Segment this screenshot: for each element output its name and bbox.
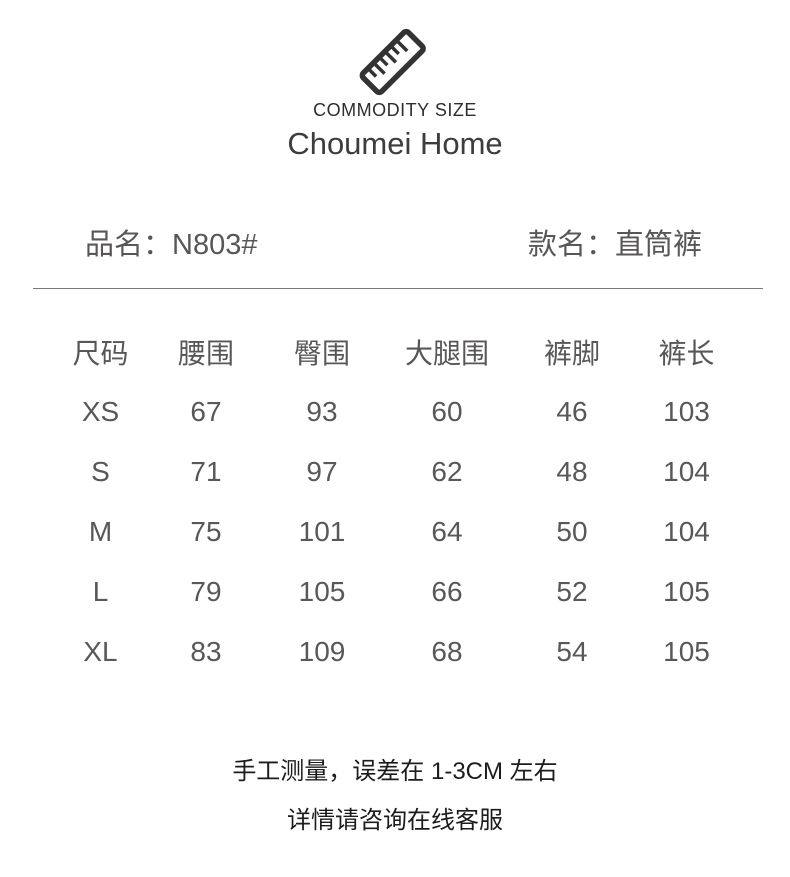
cell-size-m: M bbox=[88, 516, 113, 547]
cell-thigh-xs: 60 bbox=[431, 396, 463, 427]
cell-hip-xl: 109 bbox=[298, 636, 346, 667]
cell-leg-xs: 46 bbox=[556, 396, 588, 427]
service-note: 详情请咨询在线客服 bbox=[287, 807, 503, 834]
col-header-hip: 臀围 bbox=[293, 338, 350, 369]
product-title-row: 品名：N803# 款名：直筒裤 bbox=[0, 221, 790, 261]
cell-length-xs: 103 bbox=[663, 396, 710, 427]
measurement-note: 手工测量，误差在 1-3CM 左右 bbox=[232, 758, 558, 785]
col-header-waist: 腰围 bbox=[177, 338, 234, 369]
cell-thigh-l: 66 bbox=[431, 576, 463, 607]
cell-thigh-m: 64 bbox=[431, 516, 463, 547]
size-table: 尺码 腰围 臀围 大腿围 裤脚 裤长 XS 67 93 60 46 103 S … bbox=[50, 322, 740, 682]
cell-length-l: 105 bbox=[663, 576, 710, 607]
cell-hip-l: 105 bbox=[298, 576, 346, 607]
cell-size-s: S bbox=[91, 456, 110, 487]
cell-length-xl: 105 bbox=[663, 636, 710, 667]
cell-length-m: 104 bbox=[663, 516, 710, 547]
product-name: 品名：N803# bbox=[85, 221, 257, 263]
col-header-length: 裤长 bbox=[658, 338, 715, 369]
cell-size-xs: XS bbox=[81, 396, 120, 427]
col-header-size: 尺码 bbox=[72, 338, 129, 369]
cell-leg-m: 50 bbox=[556, 516, 588, 547]
product-name-value: N803# bbox=[172, 229, 258, 261]
style-name-label: 款名： bbox=[527, 229, 615, 261]
cell-thigh-xl: 68 bbox=[431, 636, 463, 667]
cell-size-l: L bbox=[92, 576, 109, 607]
cell-leg-s: 48 bbox=[556, 456, 588, 487]
cell-waist-m: 75 bbox=[190, 516, 222, 547]
cell-hip-m: 101 bbox=[298, 516, 346, 547]
cell-length-s: 104 bbox=[663, 456, 710, 487]
col-header-leg-opening: 裤脚 bbox=[543, 338, 600, 369]
cell-leg-l: 52 bbox=[556, 576, 588, 607]
cell-thigh-s: 62 bbox=[431, 456, 463, 487]
brand-name: Choumei Home bbox=[287, 126, 503, 161]
cell-waist-s: 71 bbox=[190, 456, 222, 487]
cell-waist-l: 79 bbox=[190, 576, 222, 607]
style-name-value: 直筒裤 bbox=[614, 229, 702, 261]
ruler-icon bbox=[355, 24, 431, 100]
cell-waist-xs: 67 bbox=[190, 396, 222, 427]
cell-hip-s: 97 bbox=[306, 456, 338, 487]
product-name-label: 品名： bbox=[85, 229, 173, 261]
divider-line bbox=[33, 288, 763, 289]
style-name: 款名：直筒裤 bbox=[528, 221, 702, 263]
cell-hip-xs: 93 bbox=[306, 396, 338, 427]
col-header-thigh: 大腿围 bbox=[404, 338, 489, 369]
commodity-size-label: COMMODITY SIZE bbox=[313, 100, 477, 120]
cell-leg-xl: 54 bbox=[556, 636, 588, 667]
cell-size-xl: XL bbox=[83, 636, 118, 667]
cell-waist-xl: 83 bbox=[190, 636, 222, 667]
